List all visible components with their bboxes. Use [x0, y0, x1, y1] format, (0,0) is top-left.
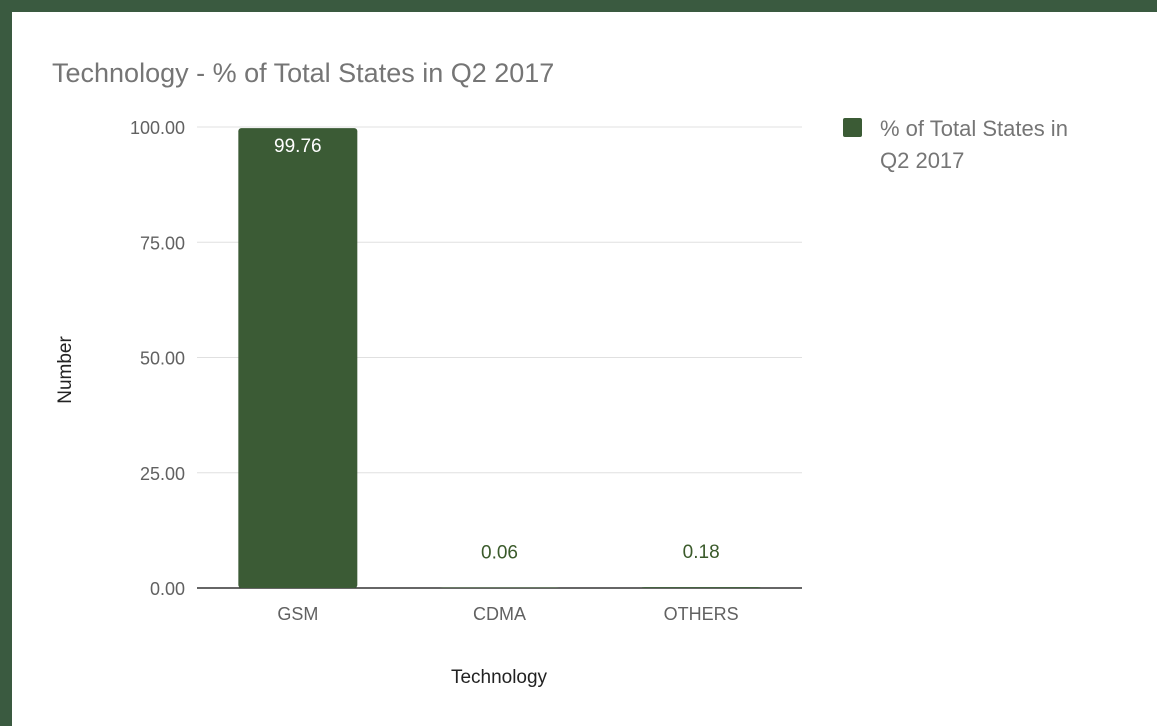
x-axis-title: Technology	[451, 667, 548, 688]
x-tick-label: OTHERS	[664, 604, 739, 624]
data-labels: 99.76 0.06 0.18	[274, 136, 720, 564]
y-axis-ticks: 0.00 25.00 50.00 75.00 100.00	[130, 118, 185, 599]
y-tick-label: 50.00	[140, 349, 185, 369]
data-label-gsm: 99.76	[274, 136, 322, 157]
bar-others[interactable]	[641, 587, 761, 588]
bars	[238, 128, 761, 589]
x-tick-label: CDMA	[473, 604, 526, 624]
legend-label-line-2: Q2 2017	[880, 148, 964, 173]
y-tick-label: 25.00	[140, 464, 185, 484]
legend-swatch	[843, 118, 862, 137]
data-label-others: 0.18	[683, 542, 720, 563]
y-tick-label: 0.00	[150, 579, 185, 599]
y-tick-label: 75.00	[140, 233, 185, 253]
bar-gsm[interactable]	[238, 128, 358, 589]
data-label-cdma: 0.06	[481, 543, 518, 564]
chart-title: Technology - % of Total States in Q2 201…	[52, 58, 554, 88]
y-axis-title: Number	[55, 336, 76, 404]
legend[interactable]: % of Total States in Q2 2017	[843, 116, 1068, 173]
chart-panel	[12, 12, 1157, 726]
x-tick-label: GSM	[277, 604, 318, 624]
bar-cdma[interactable]	[440, 587, 559, 589]
x-axis-ticks: GSM CDMA OTHERS	[277, 604, 738, 624]
legend-label-line-1: % of Total States in	[880, 116, 1068, 141]
y-tick-label: 100.00	[130, 118, 185, 138]
